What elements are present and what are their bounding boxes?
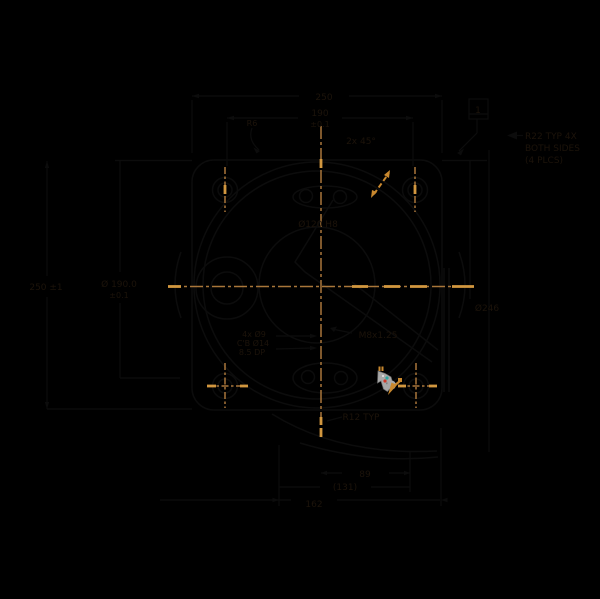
orange-leader-arrow-down [371, 190, 377, 198]
outer-circle [193, 161, 441, 409]
orange-diagonal-leader [373, 172, 390, 195]
orange-leader-arrow-up [384, 170, 390, 178]
dim-162-label: 162 [305, 500, 322, 510]
top-boss [292, 185, 358, 209]
section-zigzag-line [294, 199, 433, 363]
dim-89-label: 89 [359, 470, 371, 480]
dim-131-label: (131) [333, 483, 357, 493]
orange-click-arrow-block [398, 378, 402, 382]
orange-fleck-2 [381, 366, 384, 371]
left-height-dim-label: 250 ±1 [29, 283, 62, 293]
labels: 250 190 ±0.1 2x 45° R6 1 250 ±1 Ø 190.0 … [29, 93, 499, 510]
inner-wall-circle [202, 170, 432, 400]
note-arrow [507, 131, 517, 140]
right-edge-bump [458, 251, 466, 319]
part-outline [174, 159, 466, 460]
outer-diameter-label: Ø246 [475, 303, 500, 314]
left-edge-bump [174, 251, 182, 319]
thread-callout-label: M8x1.25 [359, 331, 398, 341]
note-line-3: (4 PLCS) [525, 156, 563, 166]
orange-fleck-1 [378, 366, 381, 371]
dimension-lines [44, 93, 523, 506]
bottom-boss [292, 362, 358, 394]
bottom-foot-arc-2 [299, 442, 439, 460]
bolt-spacing-tol-label: ±0.1 [310, 120, 329, 129]
centerlines [168, 126, 476, 437]
cursor-red-dot [383, 379, 387, 383]
holes-callout-line1: 4x Ø9 [242, 329, 266, 339]
corner-radius-label: R6 [247, 119, 258, 128]
mouse-cursor [377, 366, 402, 395]
flange-plate-outline [191, 159, 443, 411]
note-line-1: R22 TYP 4X [525, 132, 577, 142]
slot-radius-label: R12 TYP [343, 413, 381, 423]
top-width-dim-label: 250 [315, 93, 332, 103]
cursor-teal-dot [385, 376, 389, 380]
center-bore-circle [258, 226, 376, 344]
chamfer-label: 2x 45° [346, 137, 376, 147]
center-bore-label: Ø120 H8 [298, 219, 338, 230]
note-block: R22 TYP 4X BOTH SIDES (4 PLCS) [525, 132, 580, 166]
flag-number-label: 1 [475, 106, 481, 116]
left-inner-dim-label: Ø 190.0 [101, 279, 137, 290]
radius-leader [250, 127, 260, 151]
flag-callout [457, 98, 489, 156]
bottom-foot-arc-1 [271, 413, 438, 453]
holes-callout-line3: 8.5 DP [239, 348, 265, 357]
left-ear [195, 256, 259, 320]
holes-callout-line2: C'B Ø14 [237, 338, 269, 348]
cursor-highlight-dot [382, 375, 384, 377]
bolt-spacing-dim-label: 190 [311, 109, 328, 119]
discharge-line [351, 281, 439, 351]
note-line-2: BOTH SIDES [525, 144, 580, 154]
left-inner-tol-label: ±0.1 [109, 291, 128, 300]
